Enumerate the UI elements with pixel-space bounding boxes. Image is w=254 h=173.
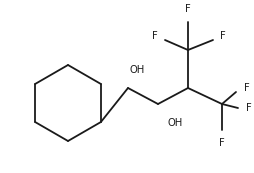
Text: F: F: [246, 103, 252, 113]
Text: F: F: [152, 31, 158, 41]
Text: F: F: [219, 138, 225, 148]
Text: F: F: [220, 31, 226, 41]
Text: OH: OH: [167, 118, 183, 128]
Text: F: F: [244, 83, 250, 93]
Text: OH: OH: [130, 65, 145, 75]
Text: F: F: [185, 4, 191, 14]
